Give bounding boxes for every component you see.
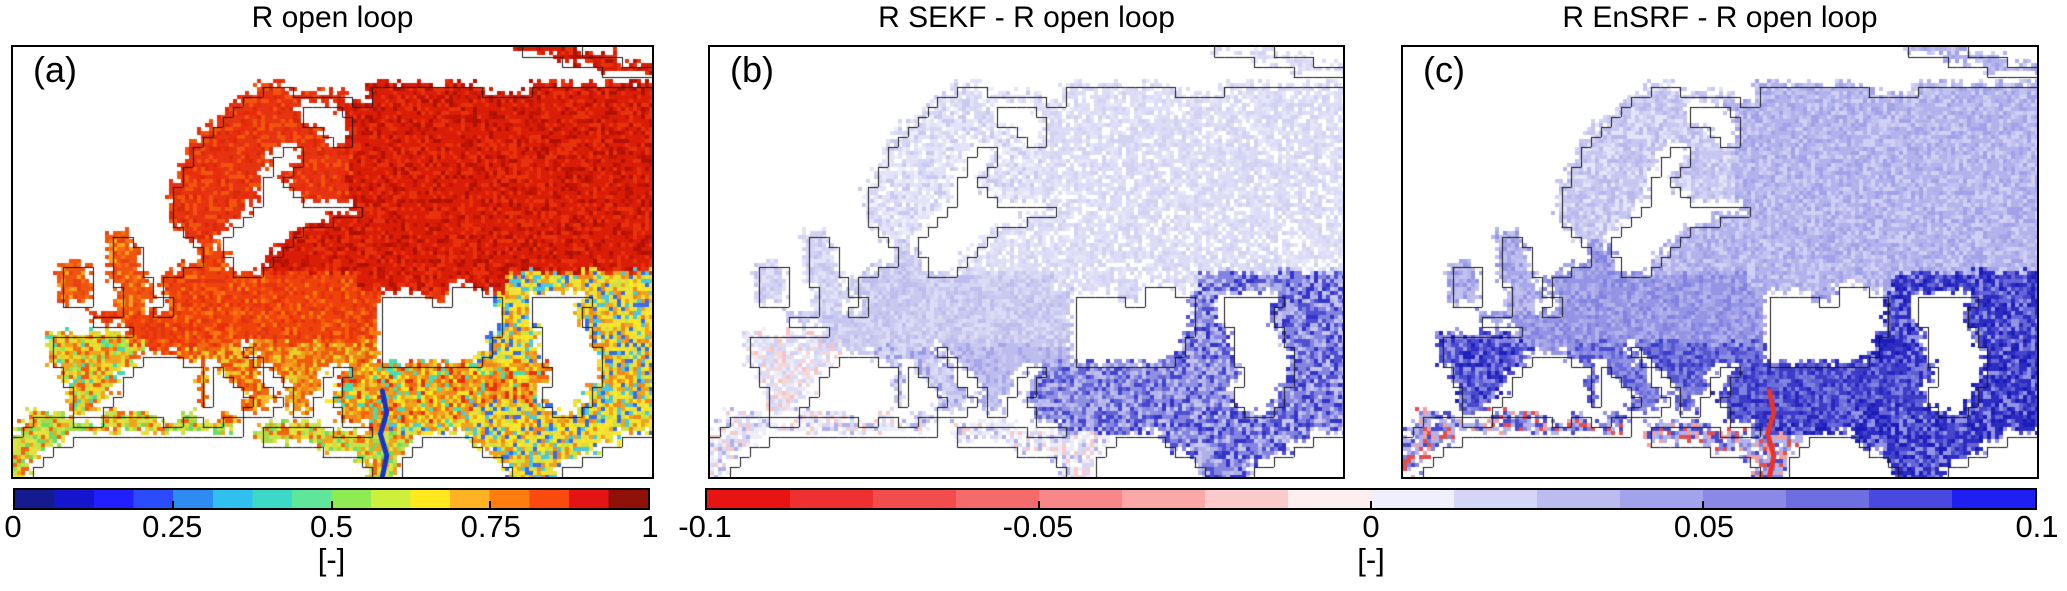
- map-canvas-c: [1403, 47, 2037, 477]
- colorbar-right-tick-label: 0.1: [2015, 509, 2059, 544]
- map-panel-a: (a): [11, 45, 654, 479]
- colorbar-left-tick-label: 0: [4, 509, 22, 544]
- colorbar-left-tickmark: [488, 501, 491, 508]
- colorbar-R-unit: [-]: [317, 542, 346, 577]
- colorbar-left-tick-label: 0.25: [142, 509, 203, 544]
- colorbar-Rdiff-unit: [-]: [1357, 542, 1385, 577]
- colorbar-left-tickmark: [172, 501, 175, 508]
- colorbar-right-tick-label: 0: [1362, 509, 1380, 544]
- panel-a-title: R open loop: [251, 1, 414, 34]
- colorbar-left-tick-label: 0.5: [309, 509, 354, 544]
- colorbar-right-tickmark: [1038, 501, 1040, 508]
- colorbar-right-tick-label: -0.1: [678, 509, 732, 544]
- colorbar-R-ticks: 0 0.25 0.5 0.75 1: [4, 509, 658, 544]
- map-canvas-a: [13, 47, 652, 477]
- colorbar-Rdiff-ticks: -0.1 -0.05 0 0.05 0.1: [678, 509, 2058, 544]
- colorbar-Rdiff-gradient: [705, 488, 2037, 510]
- colorbar-Rdiff: -0.1 -0.05 0 0.05 0.1 [-]: [678, 488, 2059, 577]
- map-panel-c: (c): [1401, 45, 2039, 479]
- panel-c-letter: (c): [1423, 49, 1465, 90]
- panel-b-letter: (b): [730, 49, 774, 90]
- map-canvas-b: [710, 47, 1343, 477]
- colorbar-R-gradient: [13, 488, 650, 510]
- panel-a-letter: (a): [33, 49, 77, 90]
- colorbar-right-tickmark: [1370, 501, 1372, 508]
- colorbar-right-tick-label: -0.05: [1002, 509, 1074, 544]
- colorbar-right-tickmark: [1702, 501, 1704, 508]
- colorbar-left-tick-label: 0.75: [460, 509, 521, 544]
- colorbar-left-tickmark: [330, 501, 333, 508]
- colorbar-R: 0 0.25 0.5 0.75 1 [-]: [4, 488, 659, 577]
- colorbar-left-tick-label: 1: [641, 509, 659, 544]
- colorbar-right-tick-label: 0.05: [1673, 509, 1735, 544]
- panel-c-title: R EnSRF - R open loop: [1562, 1, 1878, 34]
- panel-b-title: R SEKF - R open loop: [878, 1, 1175, 34]
- map-panel-b: (b): [708, 45, 1345, 479]
